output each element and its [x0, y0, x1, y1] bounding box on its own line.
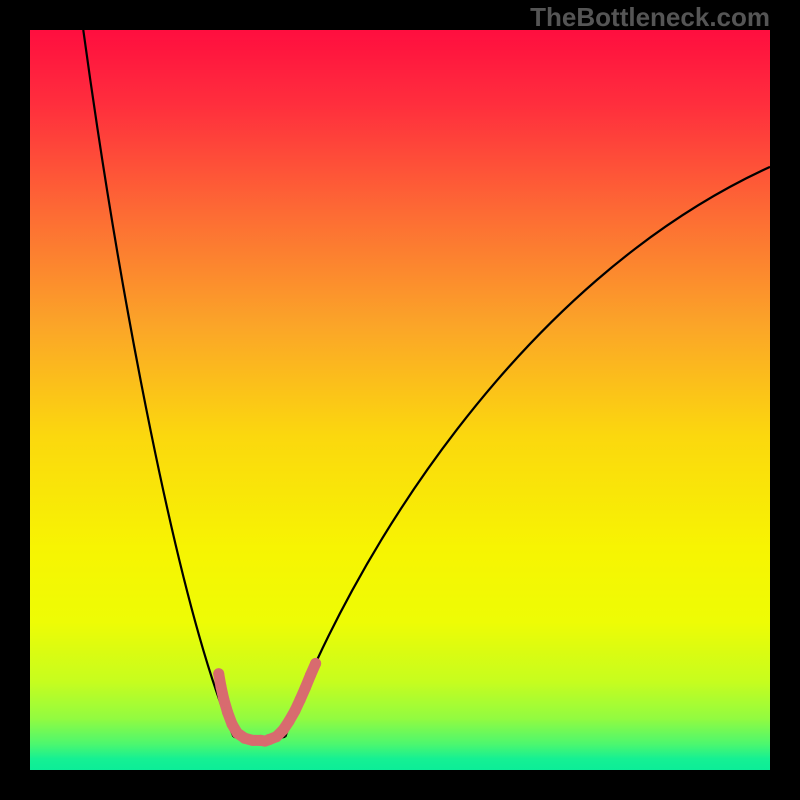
marker-dot [300, 682, 311, 693]
plot-area [30, 30, 770, 770]
marker-dot [264, 734, 275, 745]
chart-frame: TheBottleneck.com [0, 0, 800, 800]
marker-dot [310, 658, 321, 669]
marker-dot [305, 670, 316, 681]
marker-dot [218, 694, 229, 705]
marker-dot [222, 707, 233, 718]
marker-dot [284, 716, 295, 727]
bottleneck-curve-svg [30, 30, 770, 770]
marker-dot [215, 681, 226, 692]
watermark-text: TheBottleneck.com [530, 2, 770, 33]
marker-dot [295, 694, 306, 705]
marker-dot [289, 705, 300, 716]
marker-dot [213, 668, 224, 679]
curve-right-branch [285, 167, 770, 737]
curve-left-branch [83, 30, 233, 737]
